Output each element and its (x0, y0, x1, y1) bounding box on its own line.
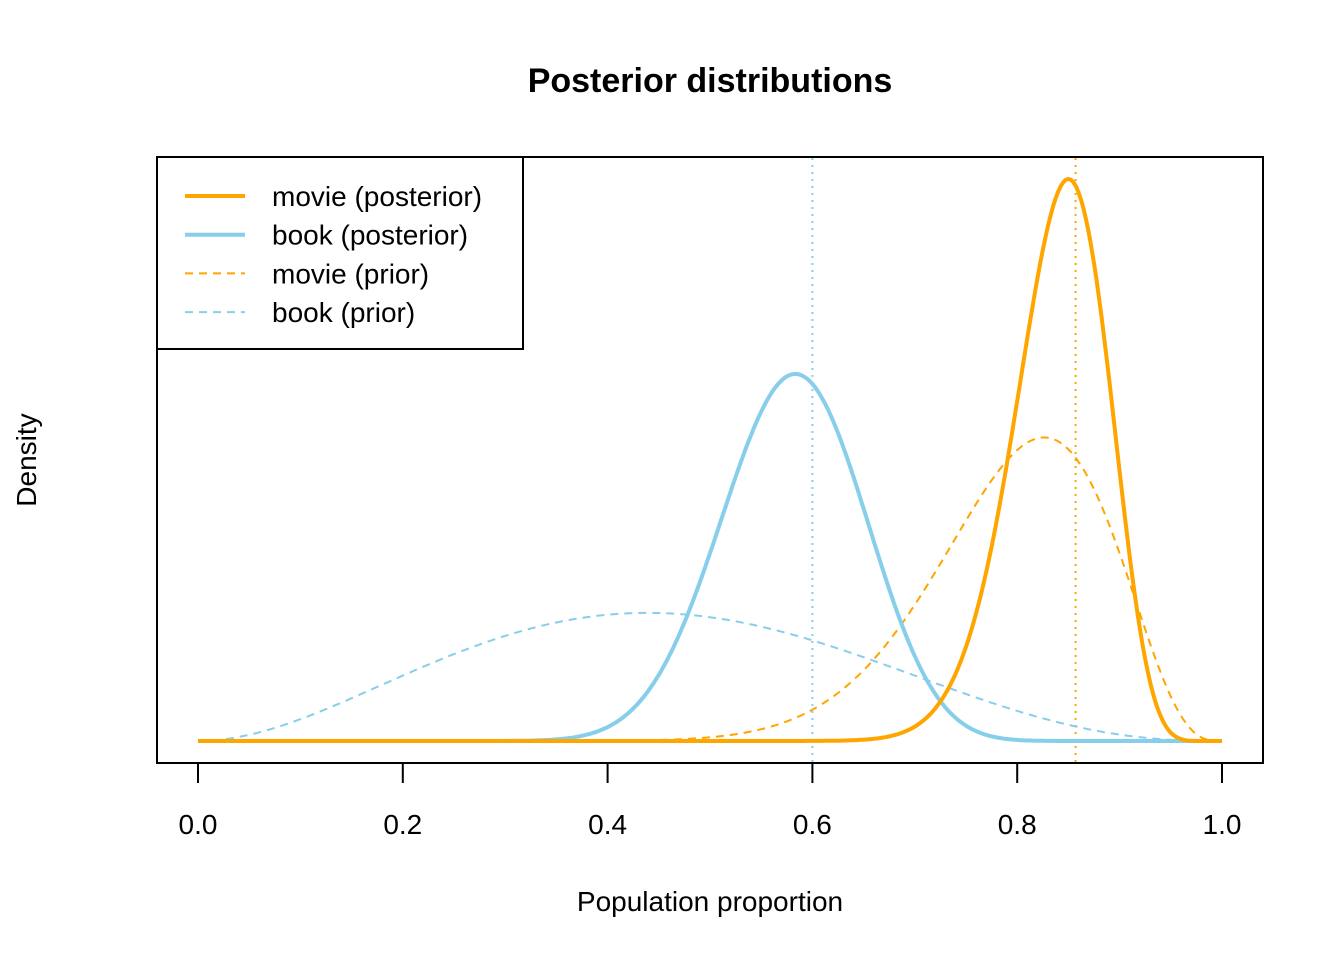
x-tick-label: 1.0 (1203, 809, 1242, 840)
chart-title: Posterior distributions (528, 62, 893, 100)
curve-book-prior (198, 611, 1222, 742)
legend-label: book (prior) (272, 297, 415, 328)
x-axis: 0.0 0.2 0.4 0.6 0.8 1.0 (179, 762, 1242, 840)
curve-book-posterior (198, 372, 1222, 743)
x-tick-label: 0.8 (998, 809, 1037, 840)
curve-movie-posterior (198, 176, 1222, 743)
y-axis-label: Density (11, 413, 42, 506)
legend-box (156, 156, 524, 350)
x-tick-label: 0.0 (179, 809, 218, 840)
x-tick-label: 0.2 (383, 809, 422, 840)
legend-label: movie (posterior) (272, 181, 482, 212)
x-tick-label: 0.4 (588, 809, 627, 840)
x-tick-label: 0.6 (793, 809, 832, 840)
legend-label: book (posterior) (272, 220, 468, 251)
legend: movie (posterior) book (posterior) movie (… (156, 156, 524, 350)
curve-movie-prior (198, 436, 1222, 742)
x-axis-label: Population proportion (577, 886, 843, 917)
legend-label: movie (prior) (272, 258, 429, 289)
